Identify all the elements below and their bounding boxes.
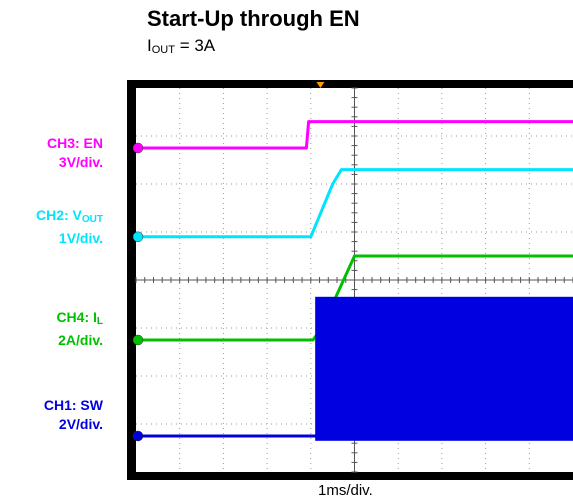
traces (136, 120, 573, 441)
ground-marker-ch4 (132, 334, 144, 346)
subtitle-value: = 3A (174, 36, 216, 55)
trigger-marker-icon (316, 82, 325, 88)
ch1-scale: 2V/div. (58, 416, 103, 432)
chart-subtitle: IOUT = 3A (147, 36, 215, 56)
ground-marker-ch1 (132, 430, 144, 442)
subtitle-subscript: OUT (151, 44, 175, 56)
subtitle-symbol: I (147, 36, 152, 55)
ground-marker-ch3 (132, 142, 144, 154)
channel-markers (132, 82, 325, 442)
scope-chart (127, 80, 573, 480)
ch4-name: CH4: IL (56, 309, 103, 327)
ch3-label: CH3: EN 3V/div. (47, 134, 103, 172)
ch1-name: CH1: SW (43, 397, 103, 413)
ch2-scale: 1V/div. (58, 230, 103, 246)
trace-ch3 (136, 120, 573, 150)
chart-title: Start-Up through EN (147, 6, 360, 31)
ch1-label: CH1: SW 2V/div. (44, 396, 103, 434)
ch2-label: CH2: VOUT 1V/div. (36, 206, 103, 248)
trace-ch2 (136, 168, 573, 239)
ch2-name: CH2: VOUT (35, 207, 103, 225)
ch3-name: CH3: EN (46, 135, 103, 151)
ch3-scale: 3V/div. (58, 154, 103, 170)
x-axis-label: 1ms/div. (318, 482, 373, 499)
ch4-label: CH4: IL 2A/div. (56, 308, 103, 350)
trace-ch1-switching (315, 296, 573, 441)
ch4-scale: 2A/div. (58, 332, 103, 348)
ground-marker-ch2 (132, 231, 144, 243)
